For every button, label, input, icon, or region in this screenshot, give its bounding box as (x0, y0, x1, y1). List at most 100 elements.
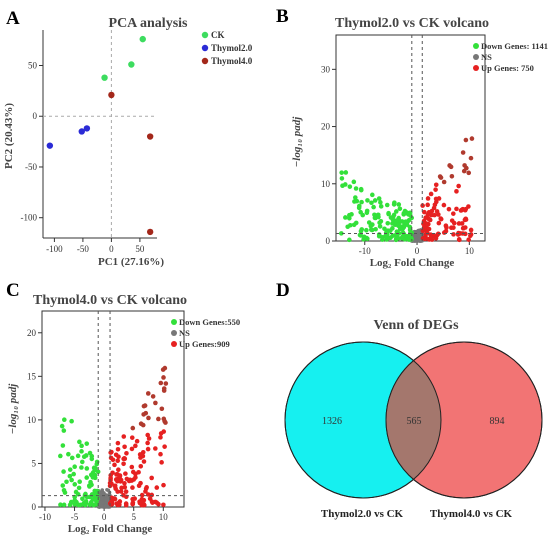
pca-panel: PCA analysis -100 -50 0 50 -100 -50 0 50 CK Thym… (3, 16, 253, 268)
vb-point-down (392, 233, 398, 238)
panel-letter-d: D (276, 280, 290, 301)
volcano-b-y-label: −log₁₀ padj (291, 116, 303, 168)
vc-point-up (161, 502, 166, 508)
vc-point-down (67, 502, 73, 508)
vc-point-down (67, 473, 73, 479)
vb-point-up (425, 202, 430, 208)
venn-panel: Venn of DEGs 1326 565 894 Thymol2.0 vs C… (284, 318, 543, 520)
vb-point-down (365, 198, 370, 203)
vc-point-up (123, 502, 129, 508)
vb-point-down (372, 198, 378, 203)
vc-point-up (132, 496, 138, 501)
vc-point-down (84, 475, 90, 480)
volcano-b-panel: Thymol2.0 vs CK volcano -10 0 10 0 10 20 30 Do… (291, 16, 548, 269)
vb-point-up (433, 182, 439, 188)
vb-point-down (358, 187, 364, 193)
vc-point-down (61, 469, 66, 474)
venn-count-set-2-only: 894 (490, 416, 505, 427)
vb-point-up (457, 237, 462, 243)
vc-point-down (79, 459, 85, 465)
vc-point-down (62, 417, 67, 422)
vb-legend-label: Down Genes: 1141 (481, 41, 548, 51)
vb-point-up (460, 150, 466, 155)
vc-point-up (115, 446, 121, 452)
vc-point-up (113, 486, 118, 491)
vc-point-down (69, 477, 74, 483)
vb-point-up (451, 211, 456, 216)
vb-point-down (377, 224, 383, 229)
vb-point-down (339, 170, 344, 175)
vc-point-ns (99, 491, 103, 496)
vc-point-down (84, 466, 90, 471)
vb-point-down (339, 176, 345, 181)
vb-point-up (468, 227, 474, 233)
vb-point-down (399, 235, 405, 241)
vb-point-up (425, 212, 431, 218)
vb-point-down (385, 228, 391, 233)
vc-point-down (61, 428, 67, 433)
vb-point-up (466, 170, 472, 176)
vc-y-tick-label: 20 (27, 328, 37, 338)
venn-overlap (386, 342, 441, 498)
vc-point-up (129, 464, 135, 470)
vc-point-down (80, 496, 85, 502)
vc-point-down (89, 456, 95, 462)
vc-point-down (79, 465, 84, 470)
vc-point-up (156, 501, 161, 507)
vb-point-down (395, 222, 401, 227)
vb-point-up (422, 209, 427, 215)
venn-count-set-1-only: 1326 (322, 416, 342, 427)
venn-count-intersection: 565 (407, 416, 422, 427)
venn-set-1-outline (284, 341, 442, 499)
vc-point-up (123, 489, 129, 494)
vb-point-down (383, 232, 389, 238)
vb-y-tick-label: 20 (321, 122, 331, 132)
vb-point-down (392, 200, 397, 205)
pca-point-1 (128, 61, 135, 68)
vb-point-down (351, 179, 357, 185)
vb-point-up (441, 179, 447, 185)
volcano-b-title: Thymol2.0 vs CK volcano (335, 16, 489, 31)
vb-point-down (401, 212, 407, 217)
vc-point-up (123, 471, 128, 476)
vb-point-down (343, 170, 349, 175)
vc-point-up (150, 394, 156, 399)
vc-x-tick-label: 5 (131, 512, 136, 522)
vb-point-up (456, 183, 461, 189)
vc-point-down (69, 455, 75, 461)
vc-point-down (69, 418, 74, 424)
vb-point-up (466, 237, 471, 242)
vb-point-up (426, 226, 432, 232)
panel-letter-c: C (6, 280, 20, 301)
vb-y-tick-label: 0 (326, 236, 331, 246)
vc-point-up (108, 450, 113, 455)
vc-point-up (122, 444, 127, 450)
pca-point-1 (139, 35, 146, 43)
volcano-c-y-label: −log₁₀ padj (7, 383, 19, 435)
vc-point-up (112, 462, 117, 468)
vc-point-ns (100, 504, 104, 509)
vb-point-up (456, 230, 461, 236)
vc-point-up (129, 435, 135, 440)
vb-point-up (436, 196, 442, 201)
vb-point-down (345, 224, 350, 230)
vc-point-up (146, 415, 151, 421)
vb-point-down (407, 227, 413, 233)
vb-point-up (436, 220, 442, 226)
vb-point-down (364, 210, 370, 216)
vb-point-up (443, 223, 449, 228)
vb-point-down (390, 221, 395, 226)
pca-legend-marker (201, 57, 209, 65)
vb-point-up (446, 206, 452, 212)
vb-point-down (401, 224, 406, 230)
vb-point-up (432, 202, 438, 208)
vc-point-up (141, 412, 146, 417)
vb-point-up (468, 155, 474, 161)
vb-point-up (451, 225, 456, 230)
vb-point-up (454, 206, 459, 212)
vc-point-up (145, 391, 151, 396)
vc-point-up (145, 440, 150, 446)
vb-point-down (358, 233, 364, 238)
vc-y-tick-label: 10 (27, 415, 37, 425)
vb-point-ns (417, 234, 422, 238)
